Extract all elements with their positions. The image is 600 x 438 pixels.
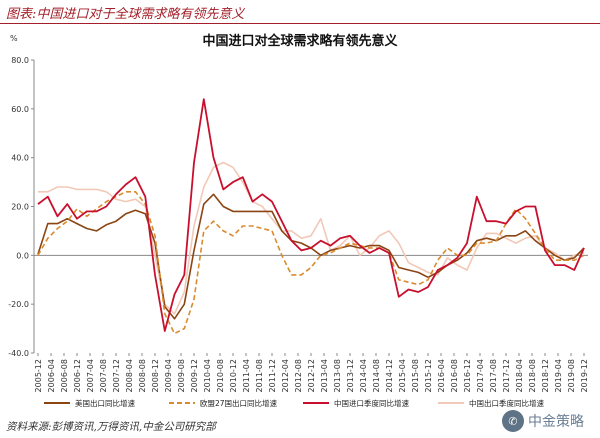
chart-title: 中国进口对全球需求略有领先意义 — [202, 33, 398, 49]
watermark-text: 中金策略 — [528, 414, 584, 430]
x-tick-label: 2008-04 — [125, 359, 134, 392]
x-tick-label: 2015-12 — [424, 359, 433, 392]
x-tick-label: 2017-04 — [476, 359, 485, 392]
wechat-icon: ✆ — [502, 410, 524, 432]
legend-label: 美国出口同比增速 — [75, 398, 135, 408]
y-tick-label: 0.0 — [16, 251, 29, 260]
x-tick-label: 2010-08 — [216, 359, 225, 392]
x-tick-label: 2012-08 — [294, 359, 303, 392]
x-tick-label: 2007-12 — [112, 359, 121, 392]
y-tick-label: -40.0 — [8, 349, 29, 358]
y-axis-unit: % — [10, 34, 18, 43]
y-tick-label: 80.0 — [11, 56, 29, 65]
x-tick-label: 2018-08 — [528, 359, 537, 392]
x-tick-label: 2010-12 — [229, 359, 238, 392]
x-tick-label: 2012-04 — [281, 359, 290, 392]
x-tick-label: 2014-04 — [359, 359, 368, 392]
x-tick-label: 2018-12 — [541, 359, 550, 392]
x-tick-label: 2016-12 — [463, 359, 472, 392]
x-tick-label: 2006-08 — [60, 359, 69, 392]
figure-caption: 图表:中国进口对于全球需求略有领先意义 — [6, 7, 245, 22]
series-line-1 — [37, 193, 585, 320]
x-tick-label: 2008-12 — [151, 359, 160, 392]
legend-label: 欧盟27国出口同比增速 — [200, 398, 278, 408]
x-tick-label: 2005-12 — [34, 359, 43, 392]
x-tick-label: 2007-04 — [86, 359, 95, 392]
x-tick-label: 2007-08 — [99, 359, 108, 392]
x-tick-label: 2011-12 — [268, 359, 277, 392]
x-tick-label: 2019-04 — [554, 359, 563, 392]
watermark: ✆ 中金策略 — [502, 410, 584, 432]
y-tick-label: 40.0 — [11, 154, 29, 163]
source-note: 资料来源:彭博资讯,万得资讯,中金公司研究部 — [6, 421, 216, 433]
y-tick-label: 60.0 — [11, 105, 29, 114]
caption-rule — [0, 23, 600, 24]
x-tick-label: 2014-08 — [372, 359, 381, 392]
x-tick-label: 2015-04 — [398, 359, 407, 392]
x-tick-label: 2006-04 — [47, 359, 56, 392]
x-tick-label: 2010-04 — [203, 359, 212, 392]
series-line-3 — [37, 98, 585, 332]
series-line-4 — [38, 161, 585, 315]
x-tick-label: 2018-04 — [515, 359, 524, 392]
x-tick-label: 2019-08 — [567, 359, 576, 392]
x-tick-label: 2009-12 — [190, 359, 199, 392]
x-tick-label: 2016-04 — [437, 359, 446, 392]
legend: 美国出口同比增速 欧盟27国出口同比增速 中国进口季度同比增速 中国出口季度同比增速 — [44, 398, 544, 408]
x-tick-label: 2017-08 — [489, 359, 498, 392]
y-tick-label: -20.0 — [8, 300, 29, 309]
legend-label: 中国出口季度同比增速 — [469, 398, 544, 408]
x-tick-label: 2011-08 — [255, 359, 264, 392]
x-tick-label: 2012-12 — [307, 359, 316, 392]
x-tick-label: 2014-12 — [385, 359, 394, 392]
x-tick-label: 2008-08 — [138, 359, 147, 392]
x-tick-label: 2006-12 — [73, 359, 82, 392]
series-line-2 — [37, 191, 585, 335]
x-tick-label: 2019-12 — [580, 359, 589, 392]
y-tick-label: 20.0 — [11, 203, 29, 212]
axes: 80.0 60.0 40.0 20.0 0.0 -20.0 -40.0 2005-12 2006… — [8, 56, 589, 392]
x-tick-label: 2013-08 — [333, 359, 342, 392]
x-tick-label: 2017-12 — [502, 359, 511, 392]
x-tick-label: 2013-12 — [346, 359, 355, 392]
series-lines — [37, 98, 585, 335]
x-tick-label: 2009-04 — [164, 359, 173, 392]
x-tick-label: 2015-08 — [411, 359, 420, 392]
x-tick-label: 2016-08 — [450, 359, 459, 392]
x-tick-label: 2009-08 — [177, 359, 186, 392]
x-tick-label: 2011-04 — [242, 359, 251, 392]
legend-label: 中国进口季度同比增速 — [334, 398, 409, 408]
x-tick-label: 2013-04 — [320, 359, 329, 392]
